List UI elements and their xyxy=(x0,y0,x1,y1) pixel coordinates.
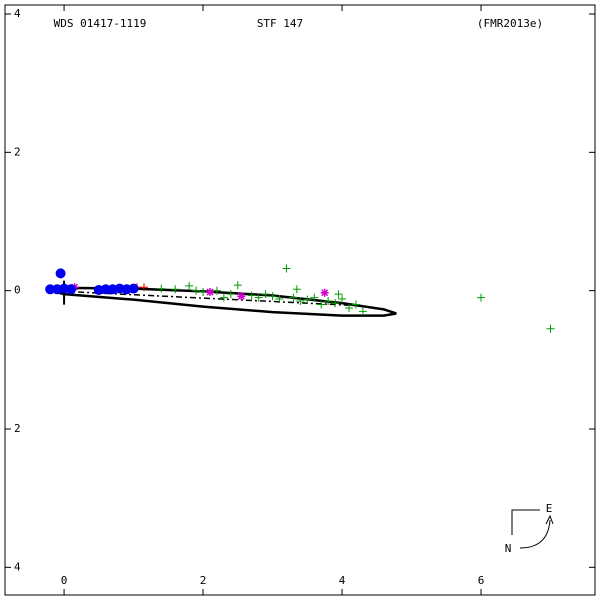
y-tick-label: 0 xyxy=(14,284,21,297)
compass-axes xyxy=(511,509,540,535)
observation xyxy=(212,286,221,295)
observation xyxy=(66,284,77,295)
observation xyxy=(226,290,235,299)
observation xyxy=(317,300,326,309)
observation xyxy=(199,288,208,297)
plot-frame xyxy=(4,4,596,596)
observation xyxy=(331,299,340,308)
observation xyxy=(55,268,66,279)
y-tick-label: 4 xyxy=(14,7,21,20)
observation xyxy=(282,264,291,273)
observation xyxy=(171,285,180,294)
observation xyxy=(139,283,148,292)
observation xyxy=(358,307,367,316)
observation xyxy=(157,284,166,293)
observation xyxy=(310,293,319,302)
compass-arrowhead xyxy=(545,514,554,525)
observation xyxy=(289,293,298,302)
y-tick-label: 2 xyxy=(14,145,21,158)
observation xyxy=(320,288,329,297)
observation xyxy=(268,292,277,301)
reference: (FMR2013e) xyxy=(477,17,543,30)
observation xyxy=(261,290,270,299)
y-tick-label: 4 xyxy=(14,560,21,573)
observation xyxy=(219,293,228,302)
observation xyxy=(237,292,246,301)
observation xyxy=(206,288,215,297)
observation xyxy=(254,293,263,302)
orbit xyxy=(49,286,397,317)
observation xyxy=(185,281,194,290)
compass-east: E xyxy=(546,502,553,515)
observation xyxy=(334,290,343,299)
observation xyxy=(233,281,242,290)
observation xyxy=(351,300,360,309)
compass-arrow xyxy=(519,519,551,549)
observation xyxy=(296,297,305,306)
observation xyxy=(546,324,555,333)
observation xyxy=(128,283,139,294)
y-tick-label: 2 xyxy=(14,422,21,435)
observation xyxy=(100,284,111,295)
x-tick-label: 4 xyxy=(339,574,346,587)
chart-title: WDS 01417-1119 xyxy=(54,17,147,30)
observation xyxy=(247,291,256,300)
chart-subtitle: STF 147 xyxy=(257,17,303,30)
observation xyxy=(477,293,486,302)
observation xyxy=(303,295,312,304)
compass-north: N xyxy=(505,542,512,555)
x-tick-label: 6 xyxy=(478,574,485,587)
observation xyxy=(344,303,353,312)
x-tick-label: 0 xyxy=(61,574,68,587)
observation xyxy=(324,297,333,306)
observation xyxy=(275,294,284,303)
observation xyxy=(45,284,56,295)
observation xyxy=(338,294,347,303)
x-tick-label: 2 xyxy=(200,574,207,587)
compass: N E xyxy=(505,502,554,555)
observation xyxy=(292,285,301,294)
observation xyxy=(192,286,201,295)
